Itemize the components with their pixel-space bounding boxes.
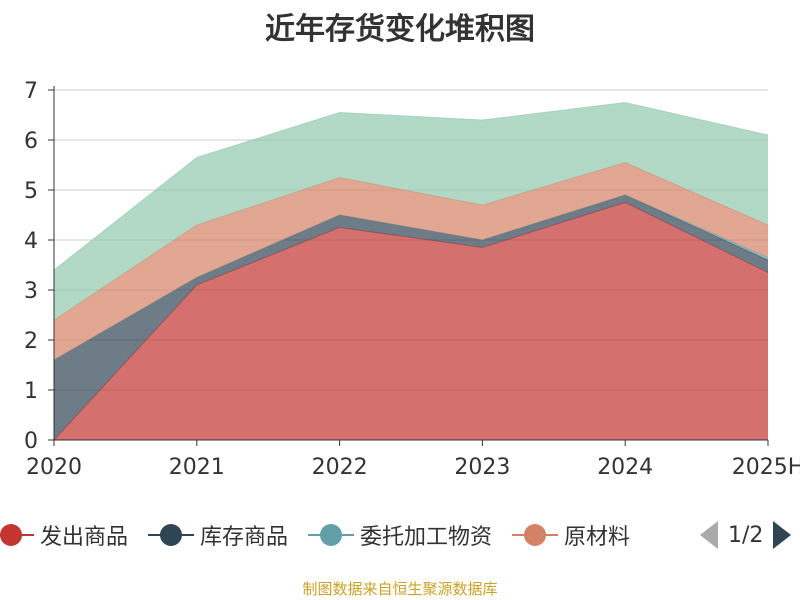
- y-tick-label: 5: [24, 179, 38, 204]
- x-tick-label: 2023: [454, 455, 510, 480]
- legend-items: 发出商品 库存商品 委托加工物资 原材料: [0, 515, 650, 555]
- stacked-area-chart: 0 1 2 3 4 5 6 7 2020 2021 2022 2023 2024 2025H: [24, 79, 800, 480]
- legend-item-2[interactable]: 委托加工物资: [308, 519, 492, 551]
- area-series-3: [54, 162, 768, 360]
- y-tick-label: 3: [24, 279, 38, 304]
- legend-next-page-icon[interactable]: [773, 521, 792, 549]
- x-tick-label: 2024: [597, 455, 653, 480]
- legend-marker-icon: [308, 523, 355, 547]
- legend-marker-icon: [512, 523, 559, 547]
- y-tick-label: 6: [24, 129, 38, 154]
- legend-window: 发出商品 库存商品 委托加工物资 原材料: [0, 515, 692, 555]
- y-tick-label: 0: [24, 429, 38, 454]
- legend-item-0[interactable]: 发出商品: [0, 519, 128, 551]
- legend-prev-page-icon[interactable]: [700, 521, 718, 549]
- x-tick-label: 2025H: [732, 455, 800, 480]
- area-series-0: [54, 202, 768, 440]
- y-tick-label: 7: [24, 79, 38, 104]
- legend-label: 库存商品: [200, 525, 289, 550]
- x-tick-label: 2021: [169, 455, 225, 480]
- legend-item-1[interactable]: 库存商品: [148, 519, 288, 551]
- legend-label: 委托加工物资: [360, 525, 493, 550]
- y-tick-label: 4: [24, 229, 38, 254]
- chart-title: 近年存货变化堆积图: [265, 12, 535, 47]
- y-tick-label: 1: [24, 379, 38, 404]
- x-tick-label: 2022: [312, 455, 368, 480]
- area-edge-4: [53, 101, 769, 271]
- legend-label: 发出商品: [40, 525, 129, 550]
- y-tick-label: 2: [24, 329, 38, 354]
- chart-legend: 发出商品 库存商品 委托加工物资 原材料 1/2: [0, 515, 800, 555]
- legend-label: 原材料: [564, 525, 631, 550]
- legend-page-indicator: 1/2: [728, 522, 764, 548]
- data-source-note: 制图数据来自恒生聚源数据库: [302, 580, 498, 598]
- legend-marker-icon: [0, 523, 34, 547]
- legend-pager: 1/2: [700, 519, 792, 551]
- x-tick-label: 2020: [26, 455, 82, 480]
- legend-item-3[interactable]: 原材料: [512, 519, 630, 551]
- area-series-4: [54, 102, 768, 320]
- legend-marker-icon: [148, 523, 195, 547]
